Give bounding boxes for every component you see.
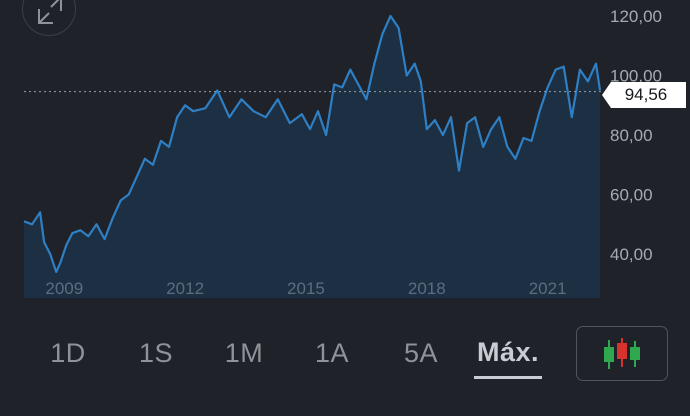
y-axis: 120,00 100,00 80,00 60,00 40,00 [610, 7, 662, 264]
y-tick-label: 80,00 [610, 126, 653, 145]
y-tick-label: 40,00 [610, 245, 653, 264]
expand-arrows-icon [38, 0, 62, 24]
candlestick-icon [604, 338, 640, 369]
price-area-fill [24, 16, 600, 298]
tab-1d[interactable]: 1D [50, 338, 86, 368]
current-price-badge: 94,56 [602, 82, 686, 108]
tab-1s[interactable]: 1S [138, 338, 174, 368]
current-price-label: 94,56 [624, 85, 668, 104]
expand-button[interactable] [22, 0, 76, 36]
tab-1m[interactable]: 1M [224, 338, 264, 368]
tab-max[interactable]: Máx. [474, 330, 542, 379]
chart-type-button[interactable] [576, 326, 668, 381]
price-line [23, 14, 602, 273]
y-tick-label: 100,00 [610, 67, 662, 86]
tab-1a[interactable]: 1A [314, 338, 350, 368]
y-tick-label: 60,00 [610, 186, 653, 205]
time-range-tabs: 1D 1S 1M 1A 5A Máx. [0, 330, 560, 380]
tab-5a[interactable]: 5A [403, 338, 439, 368]
y-tick-label: 120,00 [610, 7, 662, 26]
